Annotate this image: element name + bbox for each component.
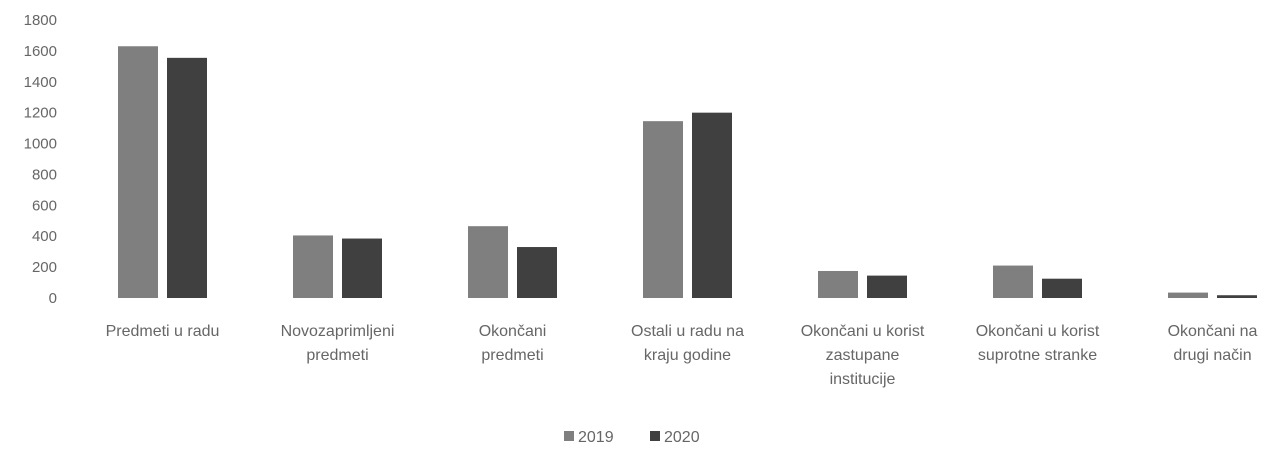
legend-label-2020: 2020 bbox=[664, 429, 700, 446]
x-tick-label: Ostali u radu na kraju godine bbox=[631, 323, 744, 364]
y-tick-label: 1600 bbox=[24, 43, 57, 60]
legend-swatch-2020 bbox=[650, 431, 660, 441]
bar-2020 bbox=[167, 57, 207, 298]
x-tick-label: Novozaprimljeni predmeti bbox=[281, 323, 395, 364]
x-axis: Predmeti u radu Novozaprimljeni predmeti Ok… bbox=[106, 323, 1258, 388]
y-tick-label: 1800 bbox=[24, 12, 57, 29]
y-tick-label: 800 bbox=[32, 166, 57, 183]
bar-2019 bbox=[1168, 292, 1208, 298]
bar-2019 bbox=[993, 265, 1033, 298]
bar-2020 bbox=[867, 275, 907, 298]
legend-swatch-2019 bbox=[564, 431, 574, 441]
bar-2019 bbox=[818, 270, 858, 298]
x-tick-label: Okončani predmeti bbox=[479, 323, 547, 364]
x-tick-label: Predmeti u radu bbox=[106, 323, 220, 340]
bar-2020 bbox=[692, 112, 732, 299]
y-tick-label: 0 bbox=[49, 290, 57, 307]
legend-label-2019: 2019 bbox=[578, 429, 614, 446]
x-tick-label: Okončani u korist zastupane institucije bbox=[801, 323, 925, 388]
bar-2020 bbox=[517, 247, 557, 298]
bar-2020 bbox=[342, 238, 382, 298]
bar-2019 bbox=[118, 46, 158, 298]
bars bbox=[118, 46, 1257, 299]
y-tick-label: 1000 bbox=[24, 136, 57, 153]
x-tick-label: Okončani u korist suprotne stranke bbox=[976, 323, 1100, 364]
legend: 2019 2020 bbox=[564, 429, 700, 446]
bar-2019 bbox=[468, 226, 508, 298]
y-tick-label: 400 bbox=[32, 228, 57, 245]
bar-2020 bbox=[1042, 278, 1082, 298]
bar-2019 bbox=[293, 235, 333, 298]
x-tick-label: Okončani na drugi način bbox=[1168, 323, 1258, 364]
y-tick-label: 200 bbox=[32, 259, 57, 276]
y-tick-label: 1400 bbox=[24, 74, 57, 91]
bar-2020 bbox=[1217, 295, 1257, 298]
bar-2019 bbox=[643, 121, 683, 299]
y-tick-label: 600 bbox=[32, 197, 57, 214]
y-axis: 0 200 400 600 800 1000 1200 1400 1600 1800 bbox=[24, 12, 57, 307]
y-tick-label: 1200 bbox=[24, 105, 57, 122]
